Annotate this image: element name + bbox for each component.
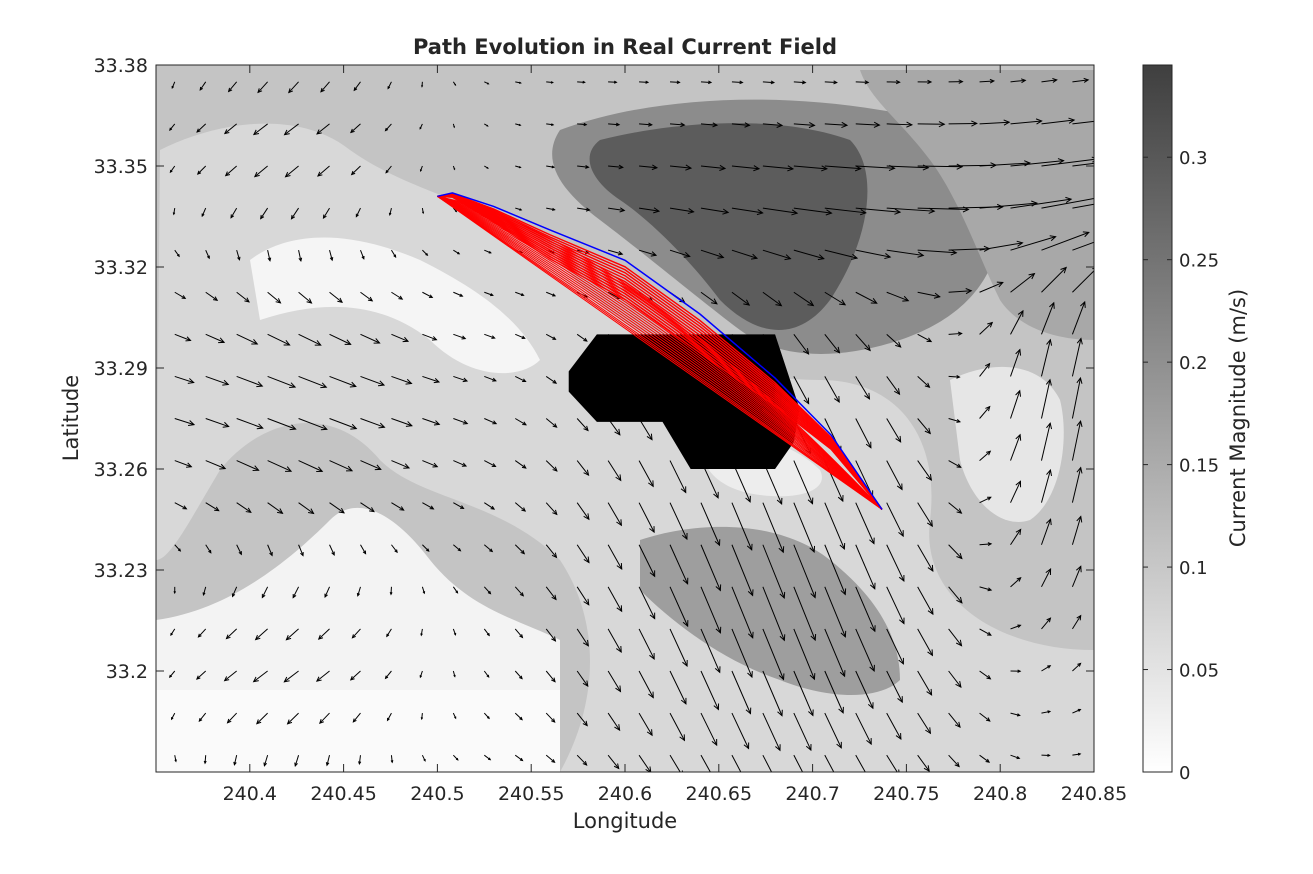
x-tick-label: 240.85: [1061, 783, 1127, 805]
y-tick-label: 33.23: [94, 560, 148, 582]
x-tick-label: 240.8: [973, 783, 1027, 805]
y-tick-label: 33.26: [94, 459, 148, 481]
colorbar-tick-label: 0.05: [1179, 661, 1219, 682]
colorbar-tick-label: 0: [1179, 763, 1190, 784]
quiver-arrow-head: [710, 774, 715, 780]
quiver-arrow-head: [454, 126, 455, 127]
quiver-arrow-head: [742, 777, 747, 783]
y-tick-label: 33.38: [94, 55, 148, 77]
y-tick-label: 33.32: [94, 257, 148, 279]
colorbar-label: Current Magnitude (m/s): [1226, 289, 1250, 547]
x-tick-label: 240.6: [598, 783, 652, 805]
y-tick-label: 33.2: [106, 661, 148, 683]
x-axis-label: Longitude: [573, 809, 677, 833]
y-tick-label: 33.35: [94, 156, 148, 178]
y-tick-label: 33.29: [94, 358, 148, 380]
x-tick-label: 240.7: [785, 783, 839, 805]
quiver-arrow-head: [421, 85, 422, 86]
x-tick-label: 240.55: [498, 783, 564, 805]
quiver-arrow-head: [1100, 195, 1106, 200]
quiver-arrow-head: [1116, 231, 1122, 236]
x-tick-label: 240.5: [410, 783, 464, 805]
quiver-arrow-head: [834, 776, 839, 782]
quiver-arrow-head: [1101, 118, 1107, 123]
colorbar-tick-label: 0.15: [1179, 456, 1219, 477]
colorbar-tick-label: 0.1: [1179, 558, 1208, 579]
quiver-arrow-head: [1126, 157, 1132, 162]
quiver-arrow-head: [773, 778, 778, 784]
colorbar-tick-label: 0.2: [1179, 353, 1208, 374]
x-tick-label: 240.4: [223, 783, 277, 805]
quiver-arrow-head: [864, 773, 869, 779]
y-axis-label: Latitude: [59, 375, 83, 461]
chart-title: Path Evolution in Real Current Field: [413, 35, 837, 59]
x-tick-label: 240.65: [686, 783, 752, 805]
x-tick-label: 240.75: [873, 783, 939, 805]
colorbar-tick-label: 0.25: [1179, 251, 1219, 272]
colorbar-tick-label: 0.3: [1179, 148, 1208, 169]
x-tick-label: 240.45: [310, 783, 376, 805]
colorbar: [1143, 65, 1172, 772]
quiver-arrow-head: [1134, 195, 1140, 200]
